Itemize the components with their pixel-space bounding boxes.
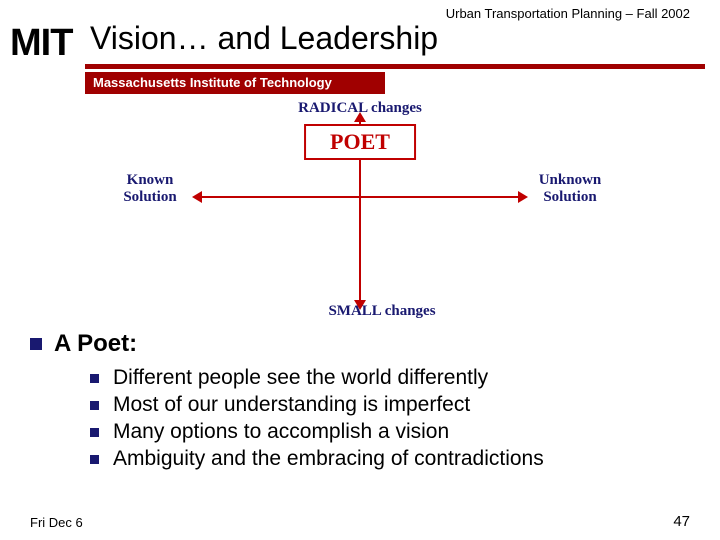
bullet-square-icon [90,428,99,437]
bullet-square-icon [90,401,99,410]
bullet-heading: A Poet: [54,330,137,358]
bullet-square-icon [90,455,99,464]
list-item: Different people see the world different… [90,366,690,390]
sub-bullet-list: Different people see the world different… [90,366,690,471]
heading-row: A Poet: [30,330,690,358]
subtitle-bar: Massachusetts Institute of Technology [85,72,385,94]
bullet-square-icon [30,338,42,350]
quadrant-diagram: RADICAL changes SMALL changes Known Solu… [140,100,580,320]
mit-logo: MIT [10,22,72,65]
body-content: A Poet: Different people see the world d… [30,330,690,474]
left-label-line1: Known [127,172,174,188]
poet-box: POET [304,124,416,160]
axis-label-left: Known Solution [110,172,190,205]
axis-label-bottom: SMALL changes [328,303,435,320]
bullet-square-icon [90,374,99,383]
item-text: Many options to accomplish a vision [113,420,449,444]
item-text: Most of our understanding is imperfect [113,393,470,417]
course-header: Urban Transportation Planning – Fall 200… [446,6,690,21]
list-item: Ambiguity and the embracing of contradic… [90,447,690,471]
title-underline [85,64,705,69]
list-item: Many options to accomplish a vision [90,420,690,444]
left-label-line2: Solution [123,189,176,205]
footer-page-number: 47 [673,513,690,530]
footer-date: Fri Dec 6 [30,515,83,530]
slide-title: Vision… and Leadership [90,20,438,57]
list-item: Most of our understanding is imperfect [90,393,690,417]
right-label-line2: Solution [543,189,596,205]
axis-label-top: RADICAL changes [298,100,422,117]
item-text: Ambiguity and the embracing of contradic… [113,447,544,471]
horizontal-axis-arrow [200,196,520,198]
axis-label-right: Unknown Solution [530,172,610,205]
item-text: Different people see the world different… [113,366,488,390]
right-label-line1: Unknown [539,172,602,188]
